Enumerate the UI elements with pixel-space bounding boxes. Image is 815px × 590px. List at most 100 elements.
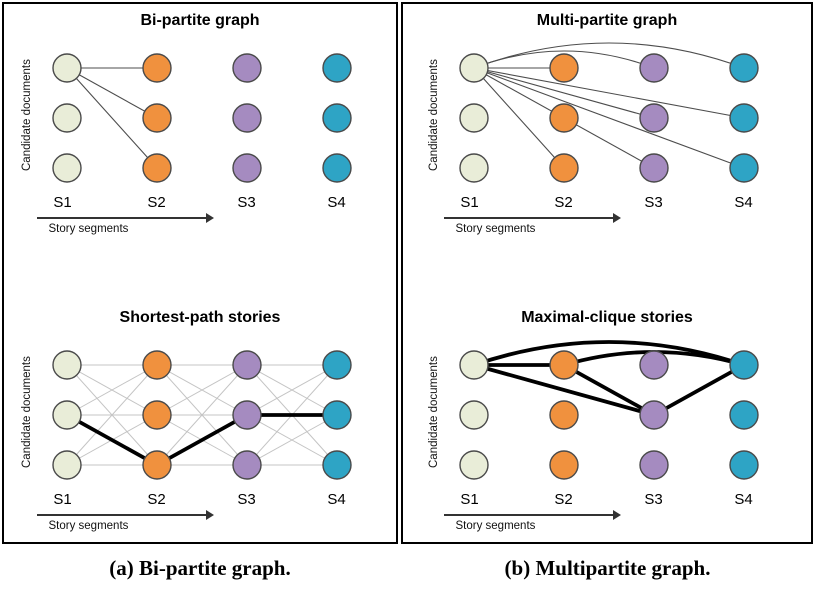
edge: [473, 67, 744, 119]
node-s3-row1: [231, 53, 262, 83]
node-s3-row2: [638, 103, 669, 133]
caption-a: (a) Bi-partite graph.: [109, 555, 291, 580]
arrow-head-icon: [205, 510, 214, 520]
node-s1-row2: [51, 400, 82, 430]
node-s1-row3: [51, 153, 82, 183]
y-axis-label: Candidate documents: [20, 59, 33, 171]
edge: [472, 363, 655, 417]
node-s2-row3: [548, 153, 579, 183]
tick-s4: S4: [327, 491, 346, 508]
node-s1-row3: [51, 450, 82, 480]
node-s1-row1: [51, 350, 82, 380]
arrow-head-icon: [205, 213, 214, 223]
edge: [473, 67, 744, 169]
node-s1-row3: [458, 450, 489, 480]
node-s2-row2: [141, 400, 172, 430]
caption-row: (a) Bi-partite graph. (b) Multipartite g…: [0, 546, 815, 590]
node-s2-row2: [141, 103, 172, 133]
edge: [472, 340, 745, 367]
edge: [155, 413, 248, 467]
edge: [246, 364, 337, 416]
x-axis: Story segments: [35, 510, 380, 532]
diagram-title: Shortest-path stories: [119, 309, 281, 326]
diagram-bipartite: Bi-partite graph Candidate documents S1 …: [4, 6, 396, 235]
node-s1-row2: [51, 103, 82, 133]
diagram-multipartite: Multi-partite graph Candidate documents …: [403, 6, 811, 235]
node-s3-row1: [231, 350, 262, 380]
diagram-title: Bi-partite graph: [140, 12, 260, 29]
x-axis-arrow: [443, 213, 621, 223]
node-s1-row2: [458, 103, 489, 133]
x-axis: Story segments: [35, 213, 380, 235]
arrow-head-icon: [612, 510, 621, 520]
caption-b: (b) Multipartite graph.: [504, 555, 711, 580]
diagram-shortest-path: Shortest-path stories Candidate document…: [4, 303, 396, 532]
node-s2-row1: [141, 350, 172, 380]
x-axis-label: Story segments: [48, 520, 129, 532]
node-s3-row3: [638, 450, 669, 480]
tick-s4: S4: [734, 491, 753, 508]
node-s4-row2: [321, 400, 352, 430]
graph-canvas: [458, 340, 759, 480]
tick-s4: S4: [734, 194, 753, 211]
x-axis-arrow: [443, 510, 621, 520]
node-s1-row1: [458, 53, 489, 83]
edge: [246, 414, 337, 466]
node-s4-row1: [321, 53, 352, 83]
node-s1-row1: [51, 53, 82, 83]
edge: [562, 363, 655, 417]
plot-area: S1 S2 S3 S4 Story segments: [35, 337, 380, 532]
plot-area: S1 S2 S3 S4 Story segments: [442, 337, 787, 532]
edge: [156, 364, 247, 416]
node-s3-row1: [638, 53, 669, 83]
node-s4-row1: [728, 53, 759, 83]
node-s3-row1: [638, 350, 669, 380]
tick-s3: S3: [644, 491, 663, 508]
node-s3-row3: [231, 450, 262, 480]
x-tick-labels: S1 S2 S3 S4: [35, 194, 380, 214]
tick-s3: S3: [237, 491, 256, 508]
x-axis: Story segments: [442, 510, 787, 532]
node-s3-row3: [638, 153, 669, 183]
diagram-maximal-clique: Maximal-clique stories Candidate documen…: [403, 303, 811, 532]
node-s3-row2: [638, 400, 669, 430]
node-s4-row2: [728, 400, 759, 430]
plot-area: S1 S2 S3 S4 Story segments: [442, 40, 787, 235]
node-s2-row3: [141, 153, 172, 183]
node-s3-row3: [231, 153, 262, 183]
node-s2-row1: [548, 350, 579, 380]
node-s2-row2: [548, 400, 579, 430]
node-s2-row1: [548, 53, 579, 83]
node-s4-row3: [321, 450, 352, 480]
plot-area: S1 S2 S3 S4 Story segments: [35, 40, 380, 235]
node-s4-row3: [728, 153, 759, 183]
node-s2-row2: [548, 103, 579, 133]
graph-canvas: [51, 53, 352, 183]
x-axis: Story segments: [442, 213, 787, 235]
edge: [66, 364, 157, 466]
tick-s1: S1: [460, 491, 479, 508]
node-s4-row1: [728, 350, 759, 380]
diagram-title: Maximal-clique stories: [521, 309, 693, 326]
panel-a: Bi-partite graph Candidate documents S1 …: [2, 2, 398, 544]
x-tick-labels: S1 S2 S3 S4: [442, 194, 787, 214]
node-s4-row2: [728, 103, 759, 133]
tick-s1: S1: [460, 194, 479, 211]
edge: [65, 413, 158, 467]
panel-b: Multi-partite graph Candidate documents …: [401, 2, 813, 544]
x-axis-arrow: [36, 213, 214, 223]
edge: [473, 42, 744, 69]
graph-canvas: [458, 42, 759, 183]
edge: [473, 67, 564, 169]
node-s2-row3: [548, 450, 579, 480]
x-axis-label: Story segments: [455, 223, 536, 235]
y-axis-label: Candidate documents: [427, 356, 440, 468]
y-axis-label: Candidate documents: [20, 356, 33, 468]
node-s2-row1: [141, 53, 172, 83]
tick-s3: S3: [237, 194, 256, 211]
panel-row: Bi-partite graph Candidate documents S1 …: [2, 2, 813, 544]
tick-s2: S2: [147, 491, 166, 508]
node-s4-row3: [728, 450, 759, 480]
x-tick-labels: S1 S2 S3 S4: [442, 491, 787, 511]
tick-s2: S2: [554, 194, 573, 211]
